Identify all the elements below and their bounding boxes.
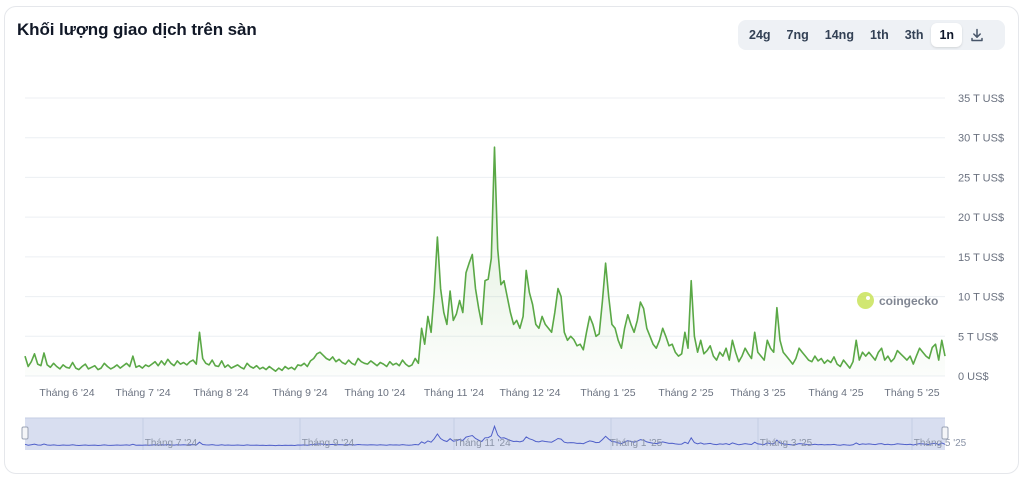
x-tick-label: Tháng 12 '24 — [500, 387, 561, 399]
x-tick-label: Tháng 10 '24 — [345, 387, 406, 399]
coingecko-watermark: coingecko — [857, 292, 938, 309]
navigator-tick-label: Tháng 11 '24 — [453, 438, 511, 449]
download-icon — [971, 28, 983, 42]
chart-card — [4, 6, 1019, 474]
y-tick-label: 10 T US$ — [958, 292, 1004, 304]
navigator-series-line — [24, 424, 946, 447]
range-14d-button[interactable]: 14ng — [824, 28, 854, 42]
x-tick-label: Tháng 1 '25 — [580, 387, 635, 399]
y-tick-label: 35 T US$ — [958, 93, 1004, 105]
series-line — [24, 146, 946, 372]
coingecko-logo-icon — [857, 292, 874, 309]
series-volume — [24, 146, 946, 376]
chart-title: Khối lượng giao dịch trên sàn — [17, 20, 257, 39]
range-navigator[interactable]: Tháng 7 '24 Tháng 9 '24 Tháng 11 '24 Tháng … — [21, 417, 967, 450]
x-tick-label: Tháng 7 '24 — [115, 387, 170, 399]
navigator-tick-label: Tháng 3 '25 — [760, 438, 813, 449]
range-1y-button[interactable]: 1n — [931, 23, 963, 47]
navigator-tick-label: Tháng 1 '25 — [610, 438, 663, 449]
x-tick-label: Tháng 5 '25 — [884, 387, 939, 399]
x-tick-label: Tháng 11 '24 — [424, 387, 484, 399]
download-button[interactable] — [964, 23, 990, 47]
y-tick-label: 5 T US$ — [958, 331, 998, 343]
navigator-handle-left[interactable] — [21, 426, 29, 440]
time-range-selector: 24g 7ng 14ng 1th 3th 1n — [738, 20, 1005, 50]
range-24h-button[interactable]: 24g — [749, 28, 771, 42]
y-tick-label: 25 T US$ — [958, 172, 1004, 184]
x-tick-label: Tháng 3 '25 — [730, 387, 785, 399]
x-tick-label: Tháng 8 '24 — [193, 387, 248, 399]
y-tick-label: 20 T US$ — [958, 212, 1004, 224]
navigator-tick-label: Tháng 5 '25 — [914, 438, 967, 449]
y-tick-label: 15 T US$ — [958, 252, 1004, 264]
navigator-handle-right[interactable] — [941, 426, 949, 440]
x-axis: Tháng 6 '24 Tháng 7 '24 Tháng 8 '24 Tháng 9… — [39, 387, 939, 399]
range-7d-button[interactable]: 7ng — [786, 28, 809, 42]
x-tick-label: Tháng 4 '25 — [808, 387, 863, 399]
y-axis: 0 US$ 5 T US$ 10 T US$ 15 T US$ 20 T US$ 25 T… — [958, 93, 1004, 383]
y-tick-label: 0 US$ — [958, 371, 989, 383]
range-1m-button[interactable]: 1th — [869, 28, 889, 42]
x-tick-label: Tháng 6 '24 — [39, 387, 94, 399]
x-tick-label: Tháng 9 '24 — [272, 387, 327, 399]
range-3m-button[interactable]: 3th — [904, 28, 924, 42]
y-tick-label: 30 T US$ — [958, 133, 1004, 145]
series-area — [25, 147, 945, 376]
watermark-text: coingecko — [879, 293, 939, 308]
x-tick-label: Tháng 2 '25 — [658, 387, 713, 399]
navigator-tick-label: Tháng 7 '24 — [145, 438, 198, 449]
navigator-tick-label: Tháng 9 '24 — [302, 438, 355, 449]
